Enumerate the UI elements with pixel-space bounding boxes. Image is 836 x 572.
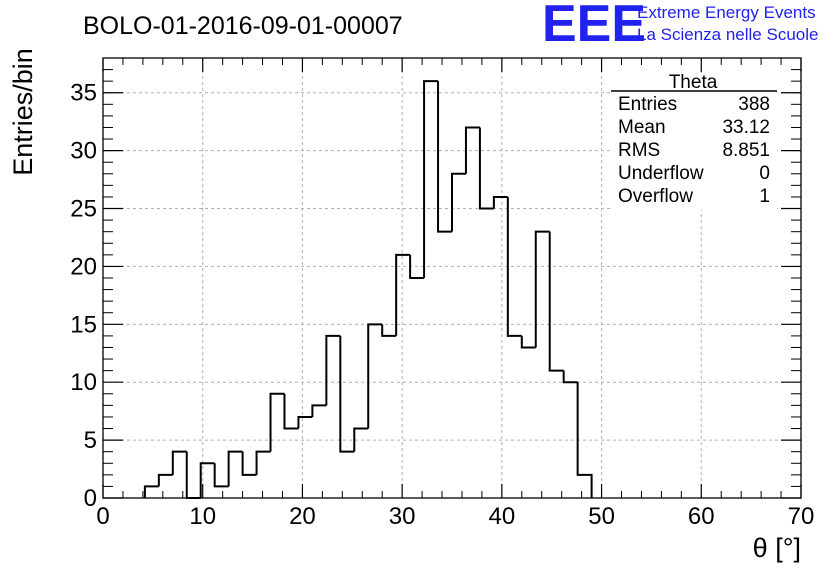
logo-line-1: Extreme Energy Events [637, 3, 816, 22]
chart-title: BOLO-01-2016-09-01-00007 [83, 12, 403, 40]
histogram-bin [367, 323, 383, 429]
y-tick-label: 20 [70, 253, 97, 280]
y-tick-label: 35 [70, 80, 97, 107]
histogram-bin [492, 195, 508, 209]
stats-label-entries: Entries [618, 94, 677, 115]
histogram-bin [478, 127, 494, 210]
histogram-bin [339, 335, 355, 453]
histogram-bin [157, 473, 173, 487]
histogram [143, 80, 593, 499]
histogram-bin [464, 126, 480, 174]
histogram-bin [548, 231, 564, 372]
histogram-bin [227, 450, 243, 487]
stats-value-underflow: 0 [759, 163, 770, 184]
y-tick-label: 5 [84, 427, 97, 454]
stats-box-bg [611, 73, 777, 210]
histogram-bin [171, 450, 187, 475]
histogram-bin [437, 81, 452, 233]
stats-label-mean: Mean [618, 117, 666, 138]
x-tick-label: 30 [389, 503, 416, 530]
histogram-bin [269, 392, 285, 452]
stats-value-mean: 33.12 [722, 117, 770, 138]
histogram-bin [409, 254, 425, 279]
y-tick-label: 10 [70, 369, 97, 396]
stats-value-rms: 8.851 [722, 140, 770, 161]
logo-line-2: La Scienza nelle Scuole [637, 25, 818, 44]
histogram-bin [520, 335, 536, 349]
x-tick-label: 10 [189, 503, 216, 530]
y-tick-label: 15 [70, 311, 97, 338]
histogram-bin [213, 463, 229, 488]
histogram-bin [395, 253, 411, 336]
histogram-bin [143, 485, 159, 498]
stats-label-underflow: Underflow [618, 163, 704, 184]
stats-label-rms: RMS [618, 140, 660, 161]
stats-value-entries: 388 [738, 94, 770, 115]
x-tick-labels: 0 10 20 30 40 50 60 70 [96, 503, 814, 530]
histogram-bin [255, 450, 271, 475]
histogram-bin [534, 230, 550, 348]
x-axis-label: θ [°] [753, 533, 801, 563]
stats-label-overflow: Overflow [618, 186, 693, 207]
histogram-bin [311, 404, 327, 417]
histogram-bin [381, 324, 397, 337]
histogram-bin [199, 462, 215, 498]
histogram-bin [451, 172, 466, 232]
stats-box: Theta Entries 388 Mean 33.12 RMS 8.851 Underfl… [611, 72, 777, 210]
y-axis-label: Entries/bin [8, 48, 38, 176]
x-tick-label: 70 [788, 503, 815, 530]
histogram-bin [353, 427, 369, 452]
x-tick-label: 20 [289, 503, 316, 530]
x-tick-label: 0 [96, 503, 109, 530]
plot-frame [102, 57, 802, 499]
grid [103, 58, 801, 498]
x-tick-label: 50 [588, 503, 615, 530]
y-tick-label: 25 [70, 196, 97, 223]
stats-title: Theta [669, 72, 718, 93]
x-tick-label: 60 [688, 503, 715, 530]
x-tick-label: 40 [489, 503, 516, 530]
y-tick-label: 30 [70, 138, 97, 165]
eee-logo-mark: EEE [542, 0, 646, 53]
y-tick-labels: 0 5 10 15 20 25 30 35 [70, 80, 97, 512]
histogram-bin [241, 451, 257, 476]
histogram-bin [423, 80, 439, 278]
y-tick-label: 0 [84, 485, 97, 512]
histogram-bin [506, 196, 522, 337]
histogram-bin [576, 382, 593, 498]
histogram-bin [562, 370, 578, 384]
histogram-bin [325, 334, 341, 406]
histogram-bin [283, 393, 299, 430]
histogram-bin [297, 415, 313, 429]
stats-value-overflow: 1 [759, 186, 770, 207]
histogram-bin [185, 451, 201, 499]
